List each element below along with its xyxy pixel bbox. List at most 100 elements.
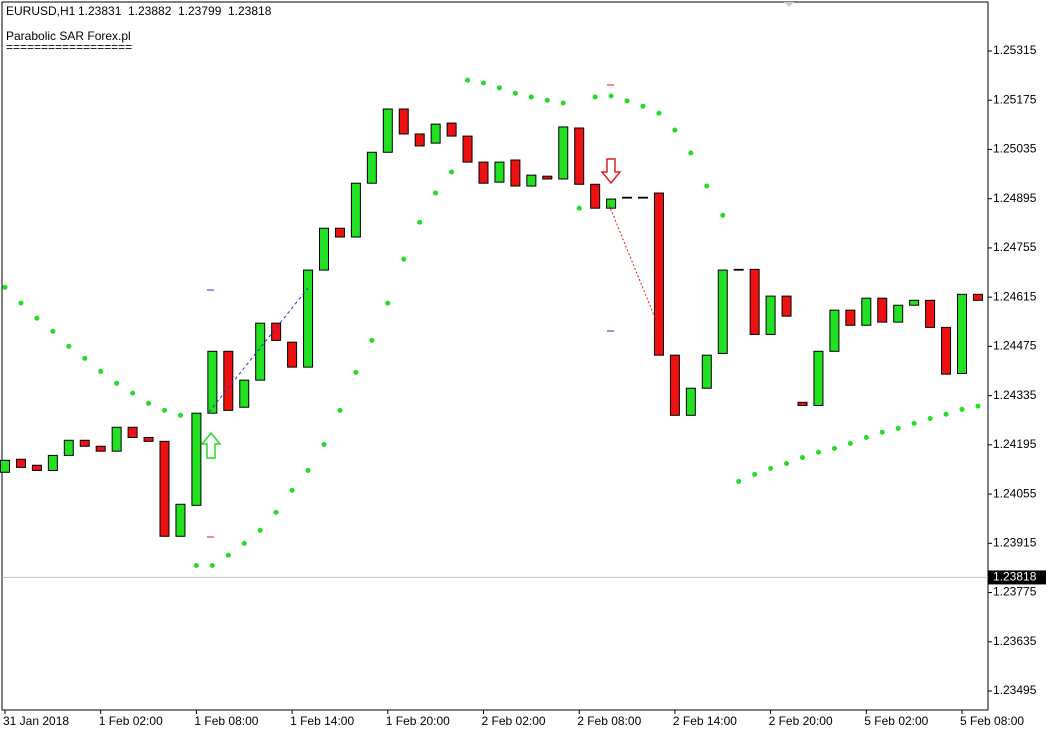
x-tick-label: 1 Feb 08:00 (194, 714, 258, 728)
candle-body (414, 133, 425, 147)
sar-dot (98, 368, 104, 374)
candle-body (558, 126, 569, 180)
y-tick-label: 1.23915 (993, 535, 1037, 549)
y-tick-label: 1.24475 (993, 339, 1037, 353)
sar-dot (225, 552, 231, 558)
sar-dot (528, 94, 534, 100)
sar-dot (847, 440, 853, 446)
sar-dot (465, 77, 471, 83)
y-tick-label: 1.24895 (993, 191, 1037, 205)
candle-body (685, 387, 696, 416)
sar-dot (18, 300, 24, 306)
sar-dot (130, 390, 136, 396)
candle-body (0, 459, 10, 473)
sar-dot (624, 98, 630, 104)
candles (0, 108, 983, 537)
candle-body (494, 161, 505, 183)
sar-dot (353, 369, 359, 375)
x-tick-label: 2 Feb 02:00 (482, 714, 546, 728)
y-tick-label: 1.24055 (993, 486, 1037, 500)
candle-body (462, 135, 473, 163)
candle-body (159, 440, 170, 537)
sar-dot (768, 465, 774, 471)
sar-dot (433, 190, 439, 196)
y-tick-label: 1.25175 (993, 92, 1037, 106)
y-tick-label: 1.24615 (993, 289, 1037, 303)
candle-body (63, 439, 74, 456)
x-tick-label: 1 Feb 20:00 (386, 714, 450, 728)
bar-close: 1.23818 (228, 4, 272, 18)
candle-body (574, 127, 585, 185)
trade-line (608, 204, 661, 331)
candle-body (861, 297, 872, 326)
sar-dot (688, 150, 694, 156)
candle-body (957, 293, 967, 374)
sar-dot (114, 380, 120, 386)
sar-dot (576, 205, 582, 211)
sar-dot (449, 169, 455, 175)
candle-body (255, 322, 266, 381)
sar-dot (720, 212, 726, 218)
sar-dot (193, 562, 199, 568)
y-tick-label: 1.24755 (993, 240, 1037, 254)
sar-dot (592, 94, 598, 100)
candle-body (510, 159, 521, 187)
bar-high: 1.23882 (128, 4, 172, 18)
x-tick-label: 1 Feb 02:00 (99, 714, 163, 728)
candle-body (175, 503, 186, 537)
bar-low: 1.23799 (178, 4, 222, 18)
candle-body (638, 196, 648, 199)
candle-body (127, 426, 138, 438)
candle-body (143, 436, 154, 442)
sar-dot (321, 441, 327, 447)
sar-dot (752, 471, 758, 477)
candle-body (446, 122, 457, 137)
sar-dot (672, 127, 678, 133)
trade-line (208, 287, 309, 413)
y-tick-label: 1.23775 (993, 585, 1037, 599)
sar-dot (544, 97, 550, 103)
plot-frame (1, 1, 989, 711)
sar-dot (656, 110, 662, 116)
sar-dot (481, 80, 486, 86)
candle-body (749, 268, 760, 335)
price-label: 1.23818 (993, 570, 1037, 584)
candle-body (972, 293, 983, 301)
candle-body (653, 192, 664, 356)
x-tick-label: 2 Feb 20:00 (769, 714, 833, 728)
candle-body (191, 412, 202, 506)
candle-body (223, 350, 234, 411)
candle-body (909, 299, 920, 306)
candle-body (845, 309, 856, 326)
candle-body (590, 183, 601, 209)
y-tick-label: 1.25035 (993, 142, 1037, 156)
candle-body (781, 295, 792, 317)
sar-dot (257, 527, 263, 533)
symbol: EURUSD,H1 (6, 4, 76, 18)
candle-body (271, 322, 282, 341)
sar-dot (337, 407, 343, 413)
header: EURUSD,H1 1.23831 1.23882 1.23799 1.2381… (6, 4, 272, 54)
candle-body (925, 299, 936, 328)
candle-body (350, 182, 361, 238)
sar-dot (863, 434, 869, 440)
candle-body (207, 350, 218, 414)
sar-dot (82, 355, 88, 361)
candle-body (303, 269, 314, 368)
candle-body (893, 304, 904, 323)
candle-body (733, 268, 744, 271)
sell-arrow (600, 158, 622, 185)
x-tick-label: 5 Feb 02:00 (864, 714, 928, 728)
price-label-box (988, 570, 1046, 585)
candle-body (877, 297, 888, 323)
y-tick-label: 1.24335 (993, 388, 1037, 402)
candle-body (398, 108, 409, 135)
sar-dot (704, 183, 710, 189)
candle-body (829, 309, 840, 352)
candle-body (478, 161, 489, 184)
sar-dot (289, 487, 295, 493)
candle-body (95, 445, 106, 452)
y-tick-label: 1.25315 (993, 43, 1037, 57)
candle-body (717, 269, 728, 354)
x-tick-label: 2 Feb 14:00 (673, 714, 737, 728)
